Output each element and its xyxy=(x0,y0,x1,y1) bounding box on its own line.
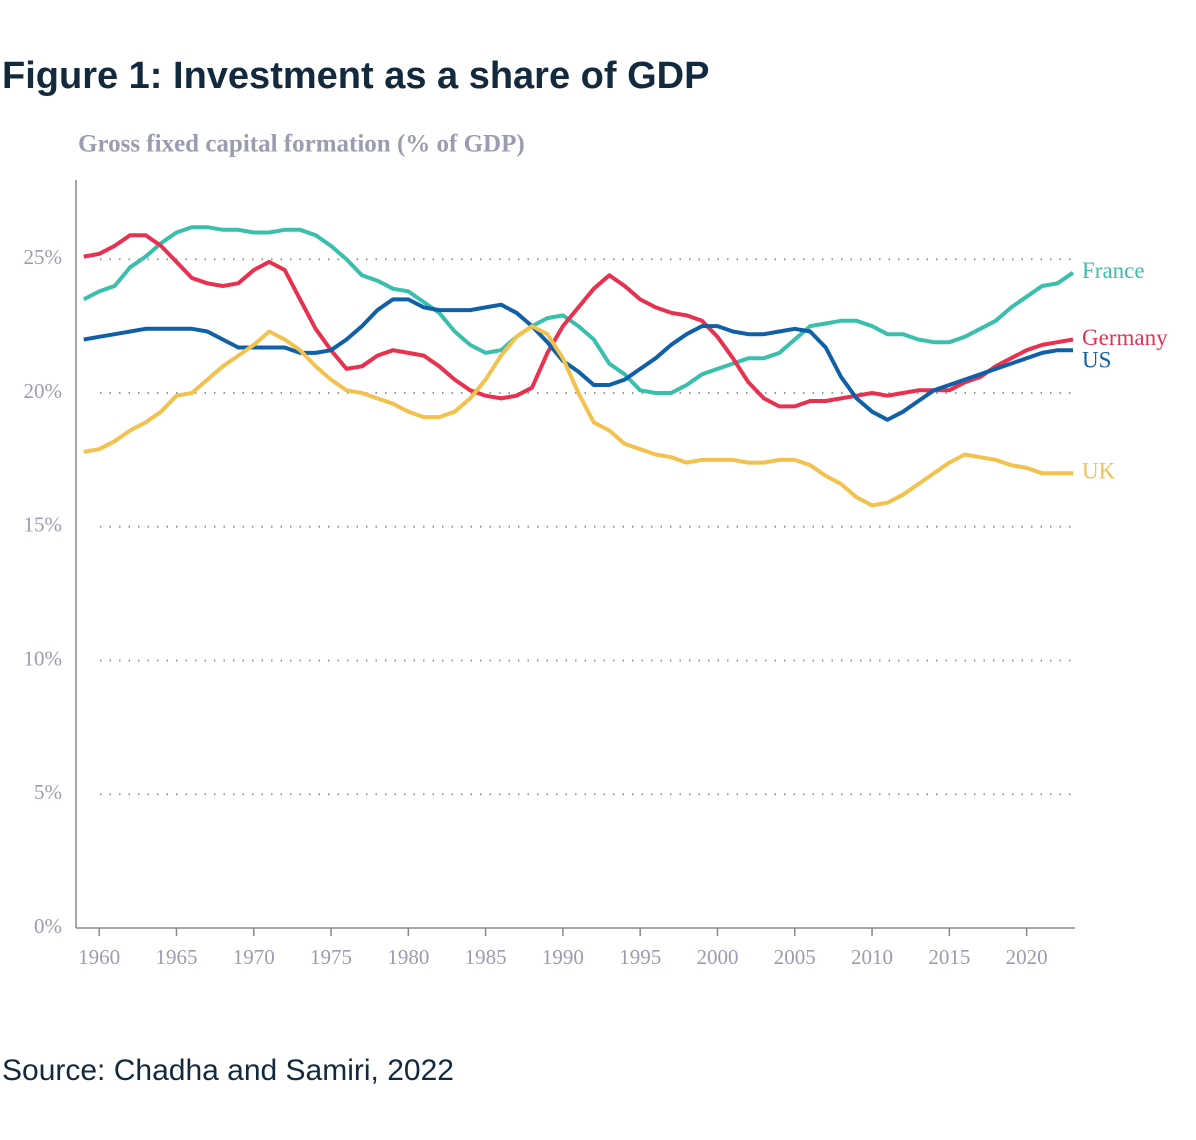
source-note: Source: Chadha and Samiri, 2022 xyxy=(2,1054,454,1087)
chart-title: Gross fixed capital formation (% of GDP) xyxy=(78,131,525,158)
y-tick-label: 15% xyxy=(24,513,63,537)
series-label: UK xyxy=(1082,459,1116,484)
x-tick-label: 1960 xyxy=(78,945,120,969)
series-line xyxy=(83,324,1073,508)
x-tick-label: 2005 xyxy=(774,945,816,969)
x-tick-label: 2010 xyxy=(851,945,893,969)
series-label: US xyxy=(1082,348,1111,373)
y-tick-label: 20% xyxy=(24,379,63,403)
x-tick-label: 1980 xyxy=(387,945,429,969)
y-tick-label: 0% xyxy=(34,914,62,938)
y-tick-label: 10% xyxy=(24,646,63,670)
series-label: Germany xyxy=(1082,325,1168,350)
x-tick-label: 1985 xyxy=(465,945,507,969)
x-tick-label: 1965 xyxy=(155,945,197,969)
x-tick-label: 2015 xyxy=(928,945,970,969)
figure-title: Figure 1: Investment as a share of GDP xyxy=(2,55,709,97)
x-tick-label: 1995 xyxy=(619,945,661,969)
y-tick-label: 25% xyxy=(24,245,63,269)
series-label: France xyxy=(1082,258,1145,283)
x-tick-label: 1970 xyxy=(233,945,275,969)
x-tick-label: 2000 xyxy=(696,945,738,969)
y-tick-label: 5% xyxy=(34,780,62,804)
x-tick-label: 1975 xyxy=(310,945,352,969)
series-line xyxy=(82,225,1075,395)
series-line xyxy=(83,233,1074,409)
x-tick-label: 1990 xyxy=(542,945,584,969)
x-tick-label: 2020 xyxy=(1006,945,1048,969)
